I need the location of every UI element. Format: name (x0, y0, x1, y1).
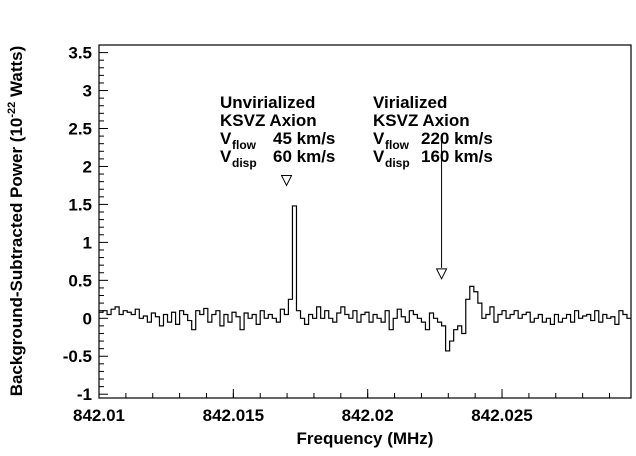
plot-frame-group (98, 44, 632, 399)
y-tick-label: 1 (83, 233, 92, 252)
x-tick-label: 842.025 (471, 406, 532, 425)
y-tick-label: -0.5 (63, 347, 92, 366)
annotation-velocity-symbol: V (220, 147, 232, 166)
y-tick-label: 3.5 (68, 44, 92, 63)
annotation-velocity-subscript: disp (385, 156, 410, 170)
annotation-velocity-value: 220 km/s (421, 129, 493, 148)
x-axis-title: Frequency (MHz) (297, 429, 434, 448)
annotation-label: Virialized (373, 93, 447, 112)
plot-frame (98, 44, 632, 399)
y-tick-label: 3 (83, 82, 92, 101)
annotation-velocity-symbol: V (373, 129, 385, 148)
x-axis: 842.01 842.015 842.02 842.025 (73, 389, 611, 425)
y-tick-label: 1.5 (68, 195, 92, 214)
annotation-label: KSVZ Axion (220, 111, 317, 130)
y-tick-label: 0 (83, 309, 92, 328)
annotation-velocity-value: 160 km/s (421, 147, 493, 166)
x-tick-label: 842.01 (73, 406, 125, 425)
peak-marker-triangle (435, 268, 448, 280)
x-tick-label: 842.015 (203, 406, 264, 425)
y-tick-label: 0.5 (68, 271, 92, 290)
y-tick-label: 2.5 (68, 120, 92, 139)
y-axis-title: Background-Subtracted Power (10-22 Watts… (6, 46, 26, 397)
annotation-velocity-symbol: V (373, 147, 385, 166)
histogram-series-line (99, 205, 631, 352)
y-axis-title-exponent: -22 (6, 102, 18, 118)
y-tick-label: -1 (77, 385, 92, 404)
x-tick-label: 842.02 (342, 406, 394, 425)
y-axis-title-main: Background-Subtracted Power (10 (7, 118, 26, 397)
annotation-label: Unvirialized (220, 93, 315, 112)
y-axis-title-unit: Watts) (7, 46, 26, 102)
annotation-velocity-subscript: flow (385, 138, 410, 152)
annotation-velocity-subscript: flow (232, 138, 257, 152)
annotation-velocity-value: 45 km/s (273, 129, 335, 148)
y-tick-label: 2 (83, 157, 92, 176)
annotation-label: KSVZ Axion (373, 111, 470, 130)
annotation-velocity-value: 60 km/s (273, 147, 335, 166)
y-axis: -1 -0.5 0 0.5 1 1.5 2 2.5 3 3.5 (63, 44, 108, 404)
annotation-velocity-subscript: disp (232, 156, 257, 170)
peak-marker-triangle (280, 174, 293, 187)
annotation-velocity-symbol: V (220, 129, 232, 148)
